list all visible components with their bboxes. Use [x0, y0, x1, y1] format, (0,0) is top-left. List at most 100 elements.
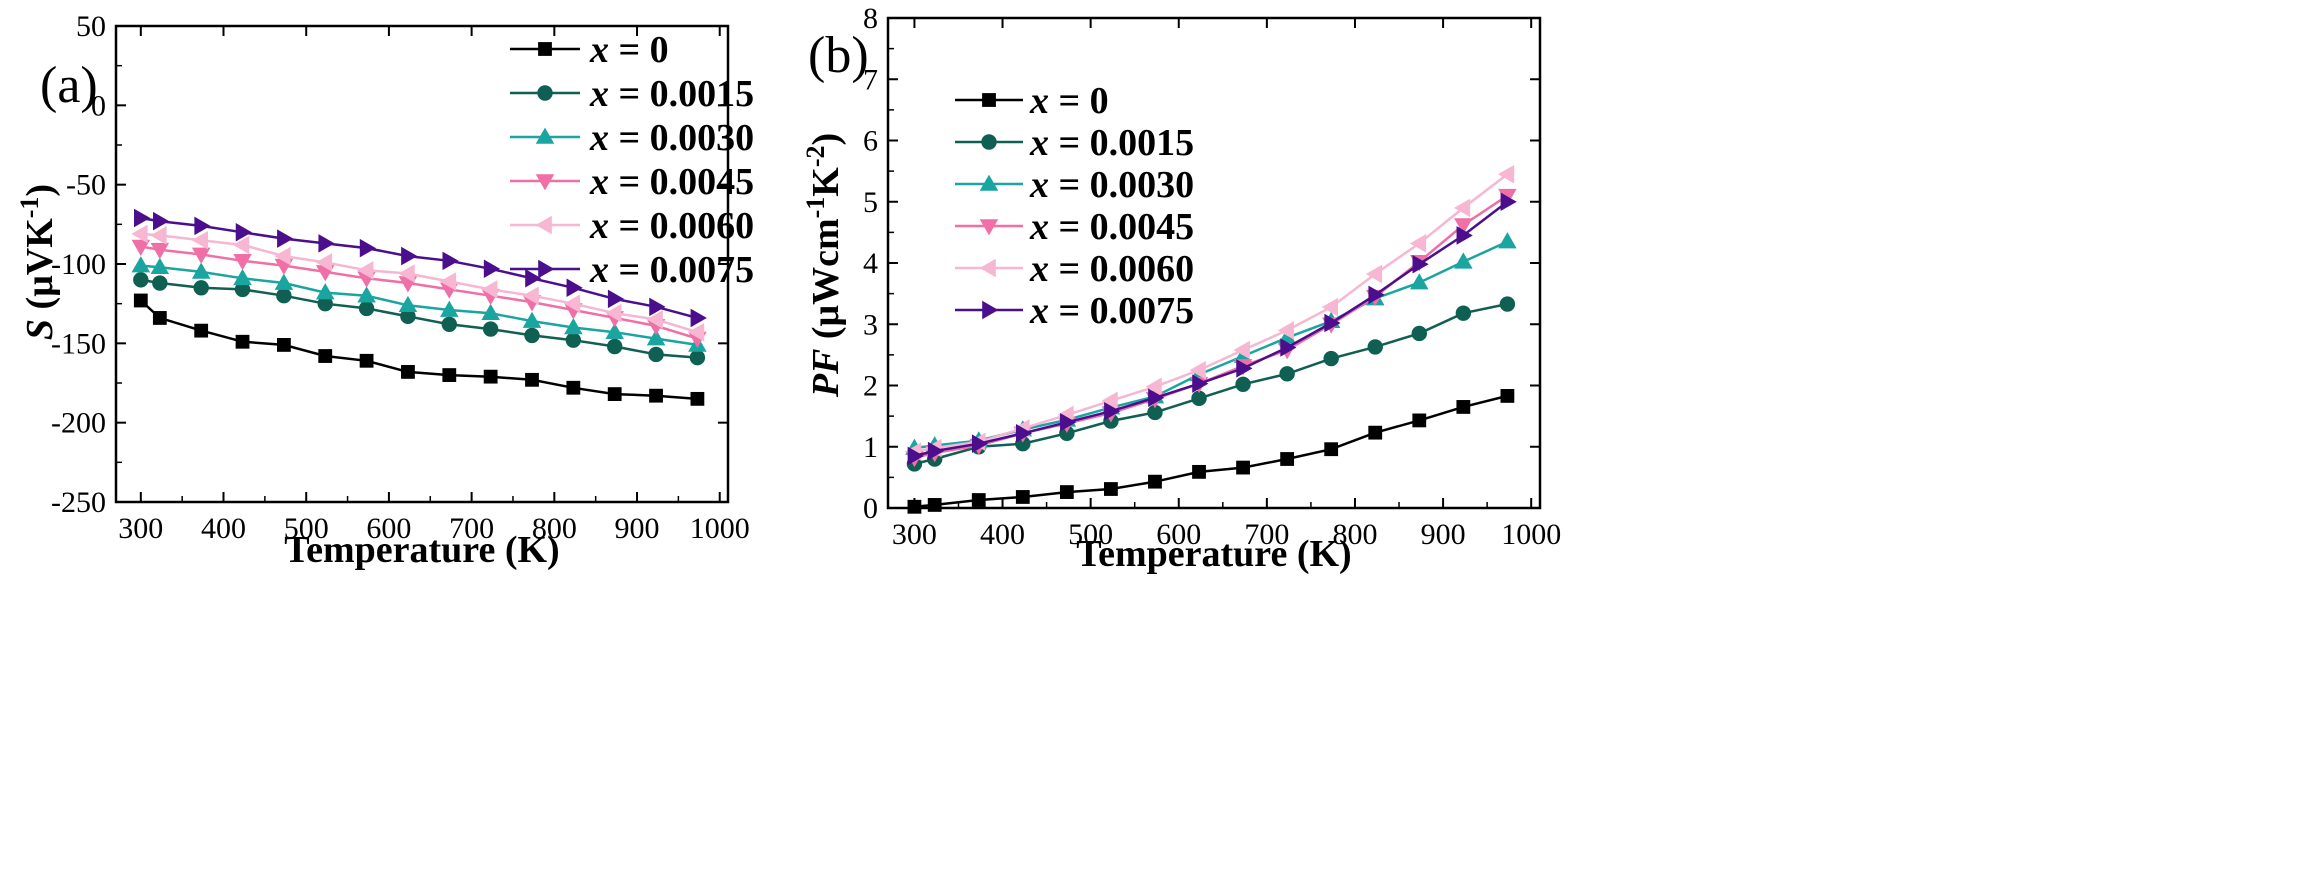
y-tick-label: 7 — [863, 63, 878, 96]
legend-marker — [979, 258, 996, 278]
legend-entry: x = 0.0045 — [510, 161, 754, 203]
legend-variable: x — [589, 29, 609, 71]
data-point — [481, 280, 498, 299]
legend-variable: x — [1029, 164, 1049, 206]
panel-label: (a) — [40, 57, 98, 114]
x-tick-label: 1000 — [690, 512, 750, 545]
legend-variable: x — [589, 249, 609, 291]
legend-entry: x = 0.0075 — [955, 290, 1194, 332]
y-axis-unit-exponent: -1 — [15, 197, 44, 219]
data-point — [131, 224, 148, 244]
data-point — [524, 327, 540, 344]
x-tick-label: 600 — [366, 512, 411, 545]
x-tick-label: 500 — [284, 512, 329, 545]
y-axis-unit-exponent: -1 — [801, 197, 830, 219]
data-point — [150, 242, 170, 260]
data-point — [1499, 296, 1516, 312]
x-axis-title: Temperature (K) — [284, 529, 559, 571]
legend-label: x = 0 — [589, 29, 669, 71]
data-point — [191, 230, 208, 250]
legend-value: = 0 — [609, 29, 669, 71]
data-point — [607, 289, 625, 309]
data-point — [1145, 377, 1162, 396]
data-point — [1189, 360, 1206, 380]
series-line — [914, 173, 1509, 453]
data-point — [606, 338, 623, 355]
data-point — [191, 262, 211, 279]
data-point — [1323, 350, 1339, 367]
y-tick-label: 8 — [863, 2, 878, 35]
data-point — [1410, 273, 1429, 290]
data-point — [1324, 313, 1341, 333]
legend-value: = 0.0045 — [1049, 206, 1194, 248]
data-point — [605, 322, 624, 340]
data-point — [401, 364, 415, 379]
y-tick-label: 0 — [863, 492, 878, 525]
data-point — [318, 349, 333, 363]
y-tick-label: -250 — [51, 486, 106, 519]
data-point — [440, 300, 459, 317]
legend-entry: x = 0 — [510, 29, 669, 71]
x-tick-label: 400 — [980, 518, 1025, 551]
y-tick-label: 2 — [863, 370, 878, 403]
legend-variable: x — [1029, 290, 1049, 332]
y-tick-label: 1 — [863, 431, 878, 464]
legend-label: x = 0.0045 — [589, 161, 754, 203]
legend-value: = 0.0015 — [1049, 122, 1194, 164]
data-point — [563, 294, 581, 313]
data-point — [1148, 388, 1165, 408]
y-axis-title: S (μVK-1) — [15, 184, 62, 340]
legend-label: x = 0.0015 — [1029, 122, 1194, 164]
data-point — [646, 310, 663, 329]
legend-label: x = 0.0075 — [589, 249, 754, 291]
legend-value: = 0 — [1049, 80, 1109, 122]
legend-marker — [538, 42, 552, 56]
legend-label: x = 0.0060 — [1029, 248, 1194, 290]
data-point — [971, 493, 986, 507]
data-point — [1060, 412, 1077, 432]
x-tick-label: 300 — [118, 512, 163, 545]
legend-value: = 0.0075 — [1049, 290, 1194, 332]
legend-label: x = 0.0030 — [589, 117, 754, 159]
data-point — [274, 246, 291, 266]
legend-label: x = 0 — [1029, 80, 1109, 122]
data-point — [481, 303, 500, 320]
series-line — [914, 394, 1508, 509]
data-point — [153, 211, 170, 231]
data-point — [133, 272, 149, 288]
legend-marker — [981, 134, 997, 150]
plot-frame — [886, 16, 1542, 510]
data-point — [134, 208, 151, 228]
data-point — [525, 372, 539, 387]
data-point — [648, 346, 664, 363]
data-point — [315, 283, 335, 300]
data-point — [1368, 425, 1383, 440]
legend-entry: x = 0 — [955, 80, 1109, 122]
data-point — [522, 286, 539, 305]
legend-value: = 0.0015 — [609, 73, 754, 115]
legend-marker — [982, 300, 999, 320]
x-tick-label: 300 — [892, 518, 937, 551]
x-tick-label: 400 — [201, 512, 246, 545]
data-point — [150, 257, 170, 274]
legend-marker — [979, 174, 999, 191]
series-1 — [133, 293, 705, 406]
y-axis-unit: K — [805, 167, 847, 197]
series-6 — [907, 192, 1517, 466]
y-tick-label: 6 — [863, 125, 878, 158]
data-point — [276, 288, 292, 304]
data-point — [357, 286, 376, 303]
data-point — [649, 388, 663, 403]
data-point — [1411, 325, 1427, 342]
legend-entry: x = 0.0030 — [955, 164, 1194, 206]
data-point — [235, 223, 252, 242]
x-tick-label: 800 — [532, 512, 577, 545]
y-axis-unit: (μVK — [19, 218, 61, 310]
data-point — [566, 278, 583, 298]
data-point — [194, 323, 209, 338]
legend-label: x = 0.0030 — [1029, 164, 1194, 206]
y-axis-symbol: PF — [805, 349, 847, 399]
data-point — [1016, 424, 1033, 443]
